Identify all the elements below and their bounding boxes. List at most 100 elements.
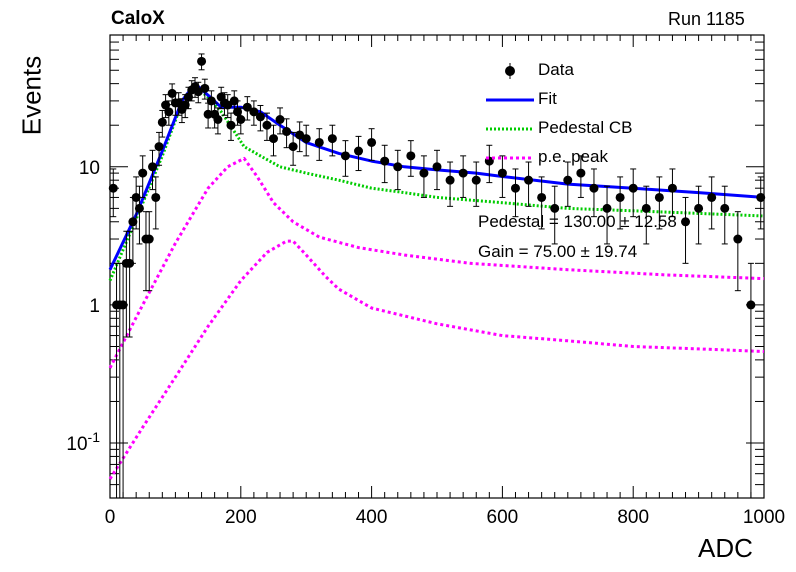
data-point [134,203,144,213]
run-label: Run 1185 [668,9,745,29]
x-tick-label: 600 [487,507,519,528]
data-point [144,234,154,244]
data-point [255,112,265,122]
data-point [148,162,158,172]
x-tick-label: 800 [617,507,649,528]
legend-item-data: Data [478,58,638,84]
data-point [164,107,174,117]
data-point [537,192,547,202]
data-point [236,115,246,125]
data-point [167,88,177,98]
data-point [756,192,766,202]
data-point [524,175,534,185]
data-point [249,107,259,117]
data-point [641,203,651,213]
data-point [746,300,756,310]
legend-symbol-data [505,66,515,76]
y-axis-label: Events [16,55,47,136]
x-tick-label: 400 [356,507,388,528]
data-point [367,137,377,147]
data-point [393,162,403,172]
data-point [354,146,364,156]
data-points-group [108,53,766,499]
legend-item-pedestal: Pedestal CB [478,116,638,142]
data-point [497,168,507,178]
legend-label-data: Data [538,60,574,79]
data-point [445,175,455,185]
data-point [203,109,213,119]
fit-pedestal-value: Pedestal = 130.00 ± 12.58 [478,212,677,231]
data-point [125,258,135,268]
data-point [510,183,520,193]
data-point [226,120,236,130]
data-point [615,192,625,202]
data-point [654,192,664,202]
data-point [233,107,243,117]
experiment-label: CaloX [111,8,165,29]
data-point [340,151,350,161]
data-point [275,115,285,125]
data-point [406,151,416,161]
data-point [576,168,586,178]
data-point [242,102,252,112]
data-point [720,203,730,213]
data-point [157,117,167,127]
y-tick-label: 10-1 [66,429,100,455]
data-point [707,192,717,202]
data-point [138,168,148,178]
data-point [458,168,468,178]
fit-gain-value: Gain = 75.00 ± 19.74 [478,242,638,261]
data-point [419,168,429,178]
data-point [131,192,141,202]
data-point [301,134,311,144]
data-point [128,217,138,227]
pedestal-curve [108,85,765,282]
x-tick-label: 200 [225,507,257,528]
data-point [314,137,324,147]
data-point [269,134,278,144]
data-point [213,115,223,125]
legend: Data Fit Pedestal CB p.e. peak [478,58,638,176]
y-tick-label: 10 [79,158,100,179]
data-point [197,56,207,66]
data-point [183,92,193,102]
data-point [288,142,298,152]
data-point [694,203,704,213]
data-point [161,100,171,110]
data-point [327,134,337,144]
data-point [563,175,573,185]
data-point [589,183,599,193]
data-point [628,183,638,193]
data-point [180,100,190,110]
legend-symbols [486,63,534,160]
pe-peak-curve [108,156,765,369]
data-point [282,127,292,137]
legend-item-fit: Fit [478,87,638,113]
legend-label-pedestal: Pedestal CB [538,118,633,137]
data-point [295,130,305,140]
data-point [118,300,128,310]
data-point [380,156,390,166]
pe-peak-2-curve [108,239,765,480]
data-point [667,183,677,193]
data-point [154,142,164,152]
data-point [229,96,239,106]
data-point [733,234,743,244]
legend-label-pe-peak: p.e. peak [538,147,608,166]
axes-group: 0 200 400 600 800 1000 10-1 1 10 [66,34,785,528]
data-point [550,203,560,213]
data-point [223,100,233,110]
x-tick-label: 0 [105,507,116,528]
legend-label-fit: Fit [538,89,557,108]
data-point [262,120,272,130]
data-point [108,183,118,193]
x-axis-label: ADC [698,533,753,563]
data-point [432,162,442,172]
data-point [471,175,481,185]
data-point [602,203,612,213]
data-point [681,217,691,227]
x-tick-label: 1000 [743,507,785,528]
y-tick-label: 1 [89,296,100,317]
curves-group [108,82,765,480]
